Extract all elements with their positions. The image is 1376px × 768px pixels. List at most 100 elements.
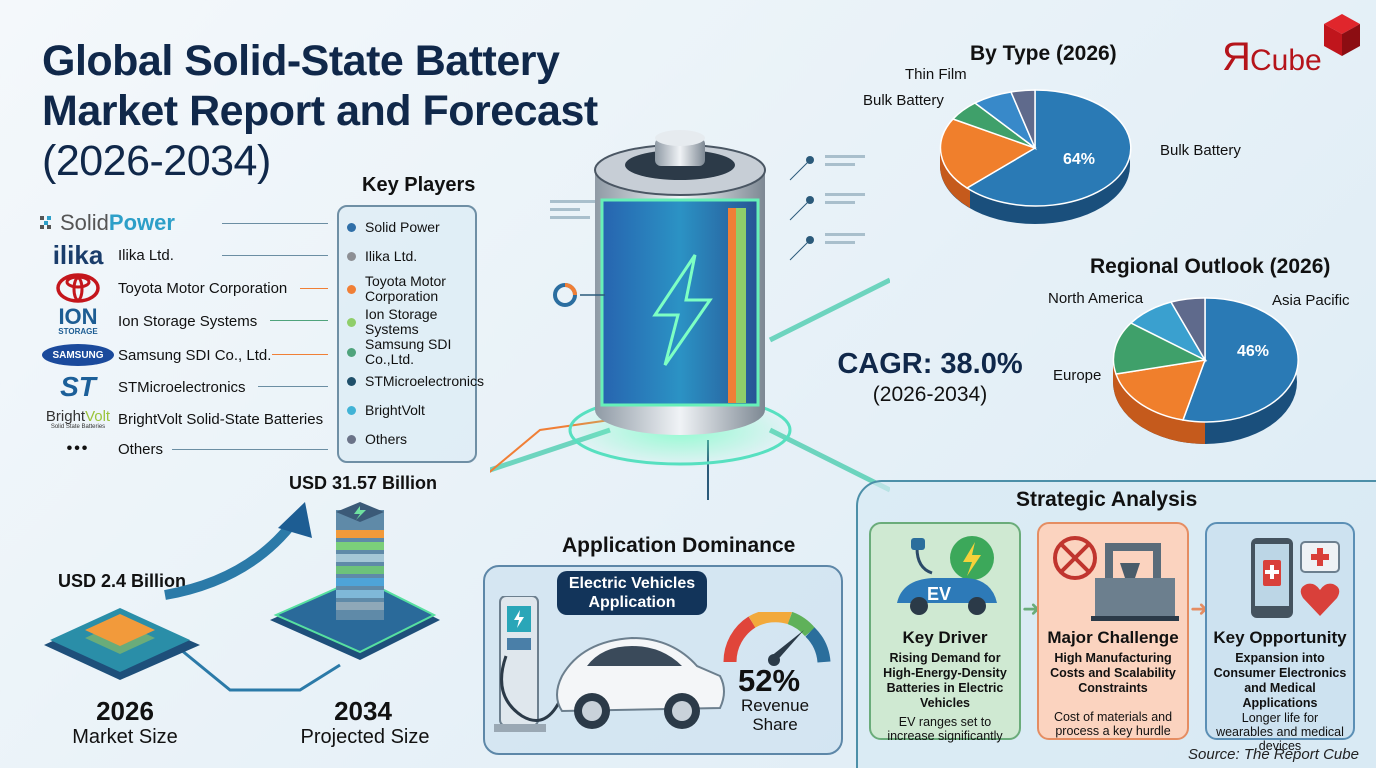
legend-item: Ilika Ltd. xyxy=(347,242,467,271)
player-name: STMicroelectronics xyxy=(118,378,246,396)
label-thin-film: Thin Film xyxy=(905,66,967,83)
label-north-america: North America xyxy=(1048,290,1144,307)
application-title: Application Dominance xyxy=(562,534,796,557)
cagr-period: (2026-2034) xyxy=(872,383,988,406)
ellipsis-icon: ••• xyxy=(66,440,90,457)
type-chart-title: By Type (2026) xyxy=(970,42,1117,65)
card-detail: Expansion into Consumer Electronics and … xyxy=(1213,651,1347,710)
card-heading: Key Driver xyxy=(902,628,988,647)
player-row-stmicro: ST STMicroelectronics xyxy=(40,371,246,402)
type-pie-chart: 64% xyxy=(939,89,1132,224)
toyota-emblem-icon xyxy=(56,273,100,303)
card-heading: Key Opportunity xyxy=(1213,628,1347,647)
legend-item: Samsung SDI Co.,Ltd. xyxy=(347,337,467,367)
label-bulk-battery-right: Bulk Battery xyxy=(1160,142,1241,159)
arrow-right-icon: ➜ xyxy=(1022,596,1041,621)
solid-power-mark-icon xyxy=(40,216,51,229)
player-name: Ion Storage Systems xyxy=(118,312,258,330)
growth-illustration-icon xyxy=(44,502,440,692)
page-title: Global Solid-State Battery Market Report… xyxy=(42,36,662,186)
legend-dot-icon xyxy=(347,435,356,444)
svg-text:64%: 64% xyxy=(1063,151,1095,168)
legend-item: Others xyxy=(347,425,467,454)
strategic-analysis-title: Strategic Analysis xyxy=(1016,488,1198,511)
player-row-brightvolt: BrightVolt Solid State Batteries BrightV… xyxy=(40,404,323,434)
player-row-ilika: ilika Ilika Ltd. xyxy=(40,240,174,270)
svg-text:EV: EV xyxy=(927,584,951,604)
svg-text:Я: Я xyxy=(1222,35,1251,79)
ion-storage-logo: ION STORAGE xyxy=(58,304,98,336)
solid-power-logo: Solid Power xyxy=(40,210,175,236)
card-note: Longer life for wearables and medical de… xyxy=(1216,711,1344,753)
player-row-others: ••• Others xyxy=(40,434,163,464)
cagr-value: CAGR: 38.0% xyxy=(837,348,1023,380)
rcube-logo: Я Cube xyxy=(1222,10,1362,85)
legend-item: Toyota Motor Corporation xyxy=(347,271,467,307)
battery-illustration-icon xyxy=(490,130,890,500)
cube-icon: Я Cube xyxy=(1222,14,1360,79)
legend-dot-icon xyxy=(347,317,356,327)
svg-text:46%: 46% xyxy=(1237,343,1269,360)
gauge-icon xyxy=(723,612,831,666)
player-row-ion-storage: ION STORAGE Ion Storage Systems xyxy=(40,306,257,336)
factory-icon xyxy=(1045,528,1181,624)
legend-item: STMicroelectronics xyxy=(347,367,484,396)
legend-dot-icon xyxy=(347,347,356,357)
start-year: 2026 xyxy=(96,696,154,726)
toyota-logo xyxy=(40,273,116,303)
player-row-solid-power: Solid Power xyxy=(40,208,177,238)
card-note: Cost of materials and process a key hurd… xyxy=(1053,710,1173,738)
label-asia-pacific: Asia Pacific xyxy=(1272,292,1350,309)
player-name: Ilika Ltd. xyxy=(118,246,174,264)
card-detail: High Manufacturing Costs and Scalability… xyxy=(1050,651,1176,695)
legend-dot-icon xyxy=(347,223,356,232)
player-name: BrightVolt Solid-State Batteries xyxy=(118,410,324,428)
legend-dot-icon xyxy=(347,406,356,415)
region-pie-chart: 46% xyxy=(1112,297,1299,444)
ev-charging-car-icon xyxy=(494,596,725,732)
ev-application-badge: Electric Vehicles Application xyxy=(557,571,707,615)
revenue-share-value: 52% xyxy=(738,663,801,698)
title-years: (2026-2034) xyxy=(42,137,271,185)
legend-item: BrightVolt xyxy=(347,396,467,425)
player-row-samsung: SAMSUNG Samsung SDI Co., Ltd. xyxy=(40,340,271,370)
key-opportunity-card: Key Opportunity Expansion into Consumer … xyxy=(1205,522,1355,753)
legend-dot-icon xyxy=(347,284,356,294)
brightvolt-logo: BrightVolt Solid State Batteries xyxy=(45,407,111,430)
start-value: USD 2.4 Billion xyxy=(58,571,187,591)
cagr-block: CAGR: 38.0% (2026-2034) xyxy=(830,348,1030,407)
ev-car-icon: EV xyxy=(877,528,1013,624)
title-line-2: Market Report and Forecast xyxy=(42,87,598,135)
legend-item: Solid Power xyxy=(347,213,467,242)
end-caption: Projected Size xyxy=(300,726,430,748)
player-row-toyota: Toyota Motor Corporation xyxy=(40,273,287,303)
card-detail: Rising Demand for High-Energy-Density Ba… xyxy=(883,651,1007,710)
svg-text:Cube: Cube xyxy=(1250,44,1322,77)
card-note: EV ranges set to increase significantly xyxy=(887,715,1003,743)
key-players-legend: Solid Power Ilika Ltd. Toyota Motor Corp… xyxy=(337,205,484,463)
end-year: 2034 xyxy=(334,696,392,726)
arrow-right-icon: ➜ xyxy=(1190,596,1209,621)
legend-dot-icon xyxy=(347,252,356,261)
legend-item: Ion Storage Systems xyxy=(347,307,467,337)
region-chart-title: Regional Outlook (2026) xyxy=(1090,255,1331,278)
st-logo: ST xyxy=(60,371,96,402)
key-players-title: Key Players xyxy=(362,174,476,196)
label-europe: Europe xyxy=(1053,367,1102,384)
medical-devices-icon xyxy=(1213,528,1347,624)
key-driver-card: EV Key Driver Rising Demand for High-Ene… xyxy=(869,522,1021,743)
end-value: USD 31.57 Billion xyxy=(289,473,438,493)
title-line-1: Global Solid-State Battery xyxy=(42,37,560,85)
player-name: Samsung SDI Co., Ltd. xyxy=(118,346,272,364)
player-name: Toyota Motor Corporation xyxy=(118,279,288,297)
legend-dot-icon xyxy=(347,377,356,386)
player-name: Others xyxy=(118,440,164,458)
revenue-share-caption: Revenue Share xyxy=(740,696,810,734)
major-challenge-card: Major Challenge High Manufacturing Costs… xyxy=(1037,522,1189,740)
label-bulk-battery-left: Bulk Battery xyxy=(863,92,944,109)
source-credit: Source: The Report Cube xyxy=(1188,746,1359,763)
start-caption: Market Size xyxy=(72,726,178,748)
card-heading: Major Challenge xyxy=(1047,628,1179,647)
samsung-logo: SAMSUNG xyxy=(40,344,116,366)
ilika-logo: ilika xyxy=(52,239,104,270)
